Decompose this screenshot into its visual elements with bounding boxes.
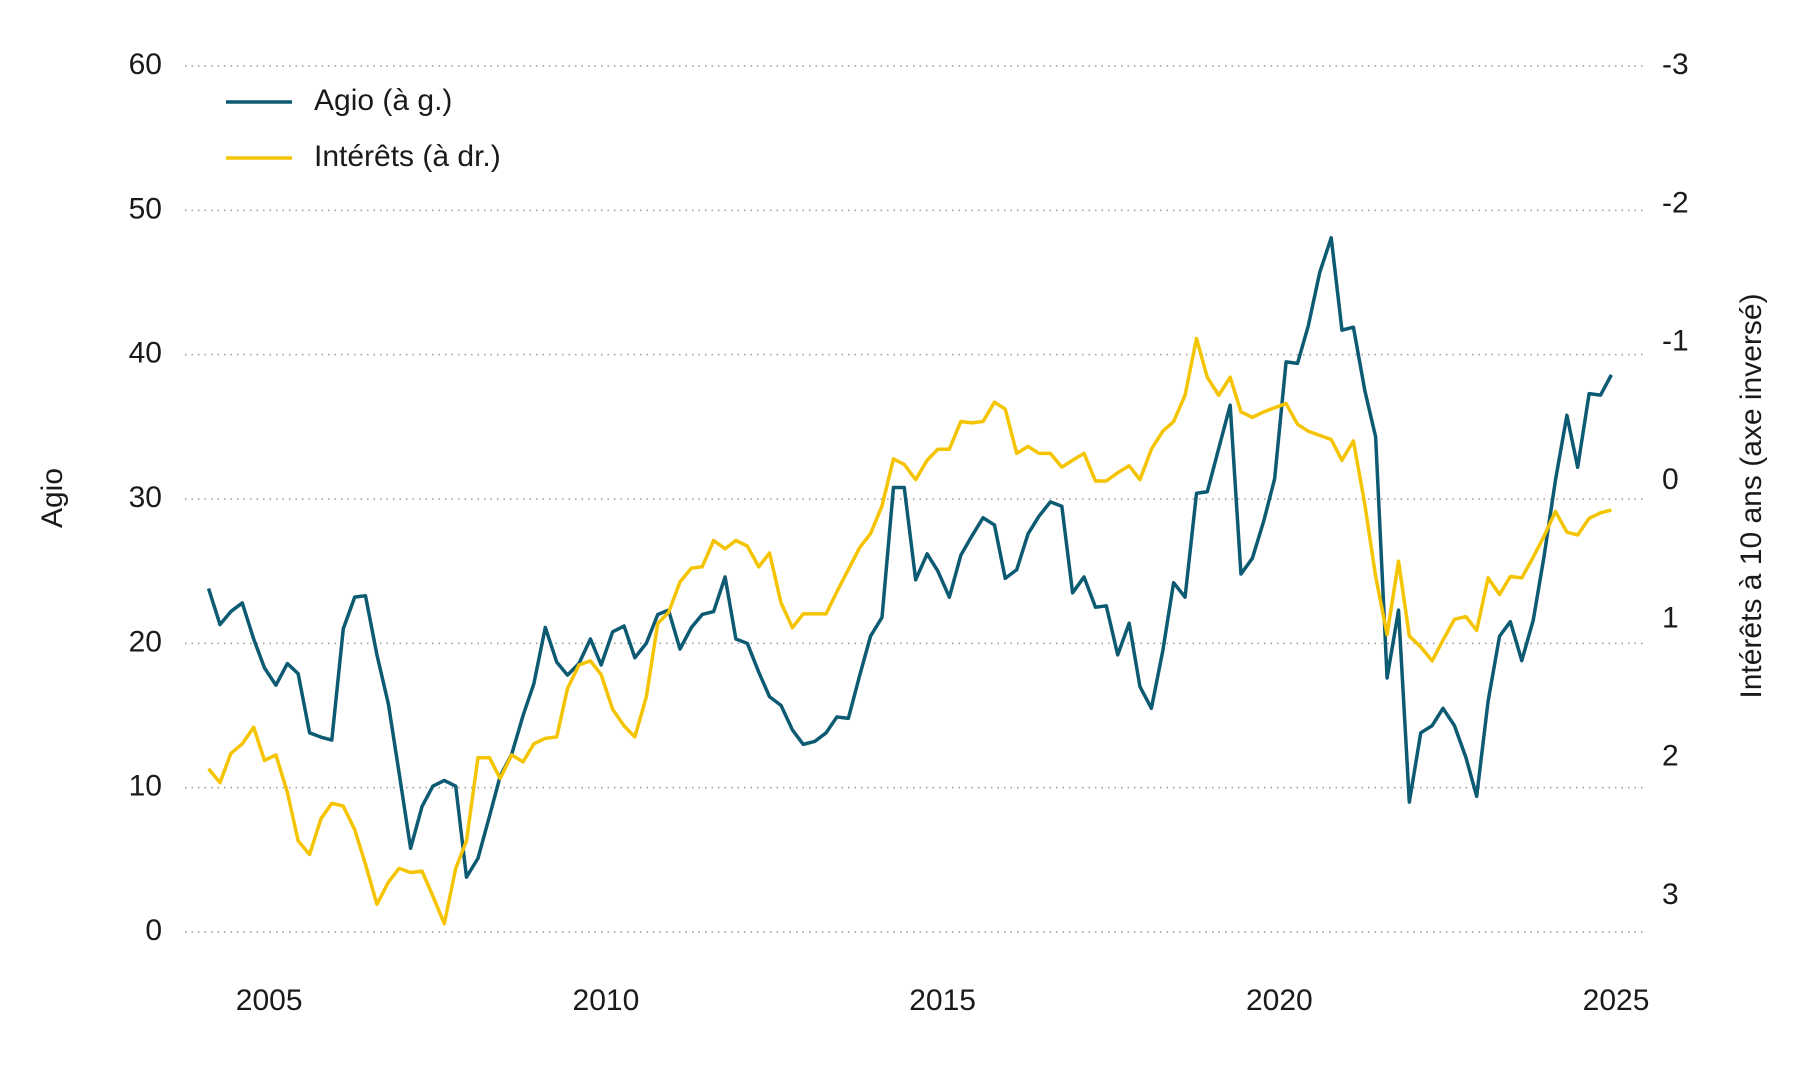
y2-tick-label: 3 (1662, 878, 1679, 911)
series-line (207, 336, 1612, 926)
legend-background (210, 70, 580, 190)
y2-tick-label: 1 (1662, 601, 1679, 634)
x-tick-label: 2015 (909, 984, 976, 1017)
x-tick-label: 2005 (236, 984, 303, 1017)
x-tick-label: 2010 (573, 984, 640, 1017)
y-tick-label: 0 (145, 914, 162, 947)
y-tick-label: 60 (129, 48, 162, 81)
legend-label: Agio (à g.) (314, 84, 452, 117)
series-line (206, 236, 1613, 879)
y-tick-label: 40 (129, 337, 162, 370)
y-tick-label: 10 (129, 770, 162, 803)
legend: Agio (à g.) Intérêts (à dr.) (210, 70, 580, 190)
y2-tick-label: -1 (1662, 325, 1689, 358)
plot-area (206, 236, 1613, 926)
y2-tick-label: -3 (1662, 48, 1689, 81)
x-tick-label: 2025 (1583, 984, 1650, 1017)
x-tick-label: 2020 (1246, 984, 1313, 1017)
y2-tick-label: 2 (1662, 740, 1679, 773)
grid (185, 65, 1643, 933)
y-axis-title: Agio (36, 468, 69, 528)
y2-tick-label: -2 (1662, 186, 1689, 219)
y2-axis-title: Intérêts à 10 ans (axe inversé) (1735, 293, 1768, 698)
y2-tick-label: 0 (1662, 463, 1679, 496)
y-tick-label: 30 (129, 481, 162, 514)
legend-label: Intérêts (à dr.) (314, 140, 501, 173)
y-tick-label: 50 (129, 192, 162, 225)
y-tick-label: 20 (129, 625, 162, 658)
